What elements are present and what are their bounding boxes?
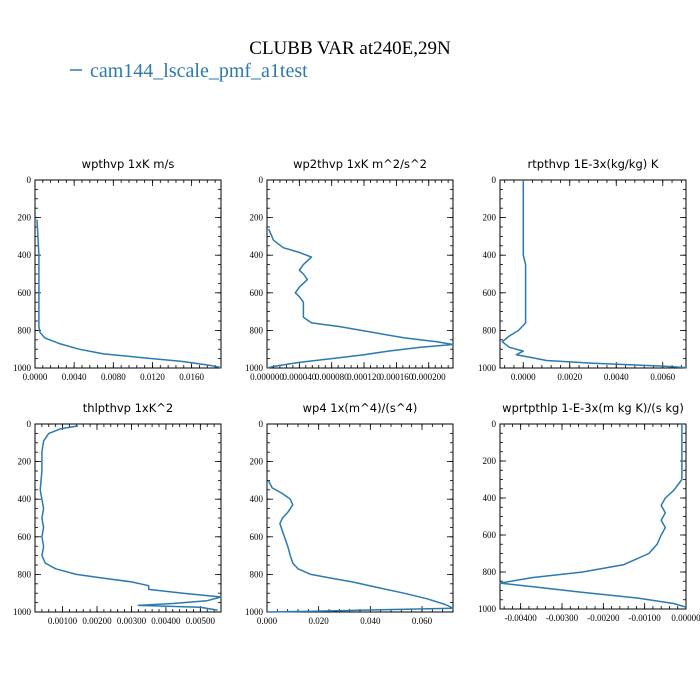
y-tick-label: 800 [483, 567, 497, 577]
series-line [501, 180, 687, 369]
x-tick-label: 0.0060 [650, 372, 675, 382]
series-line [499, 424, 687, 608]
panel-title: wpthvp 1xK m/s [82, 157, 175, 171]
y-tick-label: 800 [250, 325, 264, 335]
y-tick-label: 1000 [13, 607, 32, 617]
y-tick-label: 400 [250, 494, 264, 504]
x-tick-label: 0.0020 [557, 372, 582, 382]
y-tick-label: 200 [250, 213, 264, 223]
x-tick-label: 0.00000 [671, 613, 700, 623]
y-tick-label: 800 [483, 325, 497, 335]
series-line [266, 228, 454, 369]
x-tick-label: 0.000040 [282, 372, 316, 382]
panel-4: thlpthvp 1xK^2 0 200 400 600 800 1000 0.00100 0.… [13, 401, 222, 626]
x-tick-label: 0.00300 [117, 616, 147, 626]
x-tick-label: 0.0040 [604, 372, 629, 382]
y-tick-label: 1000 [13, 363, 32, 373]
y-tick-label: 600 [18, 532, 32, 542]
x-tick-label: 0.020 [309, 616, 330, 626]
y-tick-label: 1000 [245, 607, 264, 617]
y-tick-label: 400 [18, 250, 32, 260]
x-tick-label: 0.000200 [412, 372, 446, 382]
panel-2: wp2thvp 1xK m^2/s^2020040060080010000.00… [245, 157, 454, 382]
y-tick-label: 1000 [245, 363, 264, 373]
x-tick-label: 0.000 [257, 616, 278, 626]
panel-title: thlpthvp 1xK^2 [83, 401, 173, 415]
y-tick-label: 1000 [478, 604, 497, 614]
y-tick-label: 800 [18, 325, 32, 335]
series-line [36, 219, 222, 369]
y-tick-label: 600 [18, 288, 32, 298]
figure-title: CLUBB VAR at240E,29N [249, 38, 451, 59]
y-tick-label: 400 [250, 250, 264, 260]
y-tick-label: 200 [250, 457, 264, 467]
x-tick-label: 0.060 [412, 616, 433, 626]
x-tick-label: 0.00100 [48, 616, 78, 626]
x-tick-label: 0.0040 [62, 372, 87, 382]
plot-frame [499, 423, 687, 610]
x-tick-label: -0.00100 [629, 613, 662, 623]
plot-frame [34, 423, 222, 613]
y-tick-label: 200 [483, 213, 497, 223]
x-tick-label: 0.00400 [151, 616, 181, 626]
panel-title: rtpthvp 1E-3x(kg/kg) K [528, 157, 659, 171]
y-tick-label: 600 [250, 288, 264, 298]
x-tick-label: 0.000000 [250, 372, 284, 382]
x-tick-label: 0.0000 [511, 372, 536, 382]
y-tick-label: 0 [27, 175, 32, 185]
x-tick-label: 0.0120 [140, 372, 165, 382]
panel-title: wp2thvp 1xK m^2/s^2 [293, 157, 427, 171]
x-tick-label: 0.00200 [82, 616, 112, 626]
y-tick-label: 400 [18, 494, 32, 504]
y-tick-label: 400 [483, 493, 497, 503]
panel-3: rtpthvp 1E-3x(kg/kg) K 0 200 400 600 800 1000 0… [478, 157, 687, 382]
panel-title: wprtpthlp 1-E-3x(m kg K)/(s kg) [502, 401, 684, 415]
series-line [39, 425, 222, 611]
legend-label: cam144_lscale_pmf_a1test [90, 60, 308, 82]
y-tick-label: 200 [18, 213, 32, 223]
x-tick-label: -0.00300 [546, 613, 579, 623]
y-tick-label: 200 [483, 456, 497, 466]
y-tick-label: 1000 [478, 363, 497, 373]
y-tick-label: 200 [18, 457, 32, 467]
y-tick-label: 600 [483, 530, 497, 540]
series-line [266, 480, 454, 613]
legend: cam144_lscale_pmf_a1test [70, 60, 308, 82]
y-tick-label: 0 [259, 419, 264, 429]
x-tick-label: 0.0000 [23, 372, 48, 382]
x-tick-label: 0.00500 [186, 616, 216, 626]
x-tick-label: 0.000160 [380, 372, 414, 382]
y-tick-label: 0 [27, 419, 32, 429]
x-tick-label: 0.040 [360, 616, 381, 626]
x-tick-label: 0.000120 [347, 372, 381, 382]
plot-frame [499, 179, 687, 369]
y-tick-label: 0 [492, 419, 497, 429]
panel-title: wp4 1x(m^4)/(s^4) [303, 401, 418, 415]
x-tick-label: -0.00200 [587, 613, 620, 623]
y-tick-label: 400 [483, 250, 497, 260]
x-tick-label: 0.0080 [101, 372, 126, 382]
plot-frame [34, 179, 222, 369]
y-tick-label: 800 [18, 569, 32, 579]
y-tick-label: 0 [259, 175, 264, 185]
y-tick-label: 800 [250, 569, 264, 579]
y-tick-label: 600 [250, 532, 264, 542]
y-tick-label: 600 [483, 288, 497, 298]
x-tick-label: 0.0160 [179, 372, 204, 382]
x-tick-label: 0.000080 [315, 372, 349, 382]
x-tick-label: -0.00400 [505, 613, 538, 623]
y-tick-label: 0 [492, 175, 497, 185]
panel-6: wprtpthlp 1-E-3x(m kg K)/(s kg) 0 200 400 60… [478, 401, 700, 623]
